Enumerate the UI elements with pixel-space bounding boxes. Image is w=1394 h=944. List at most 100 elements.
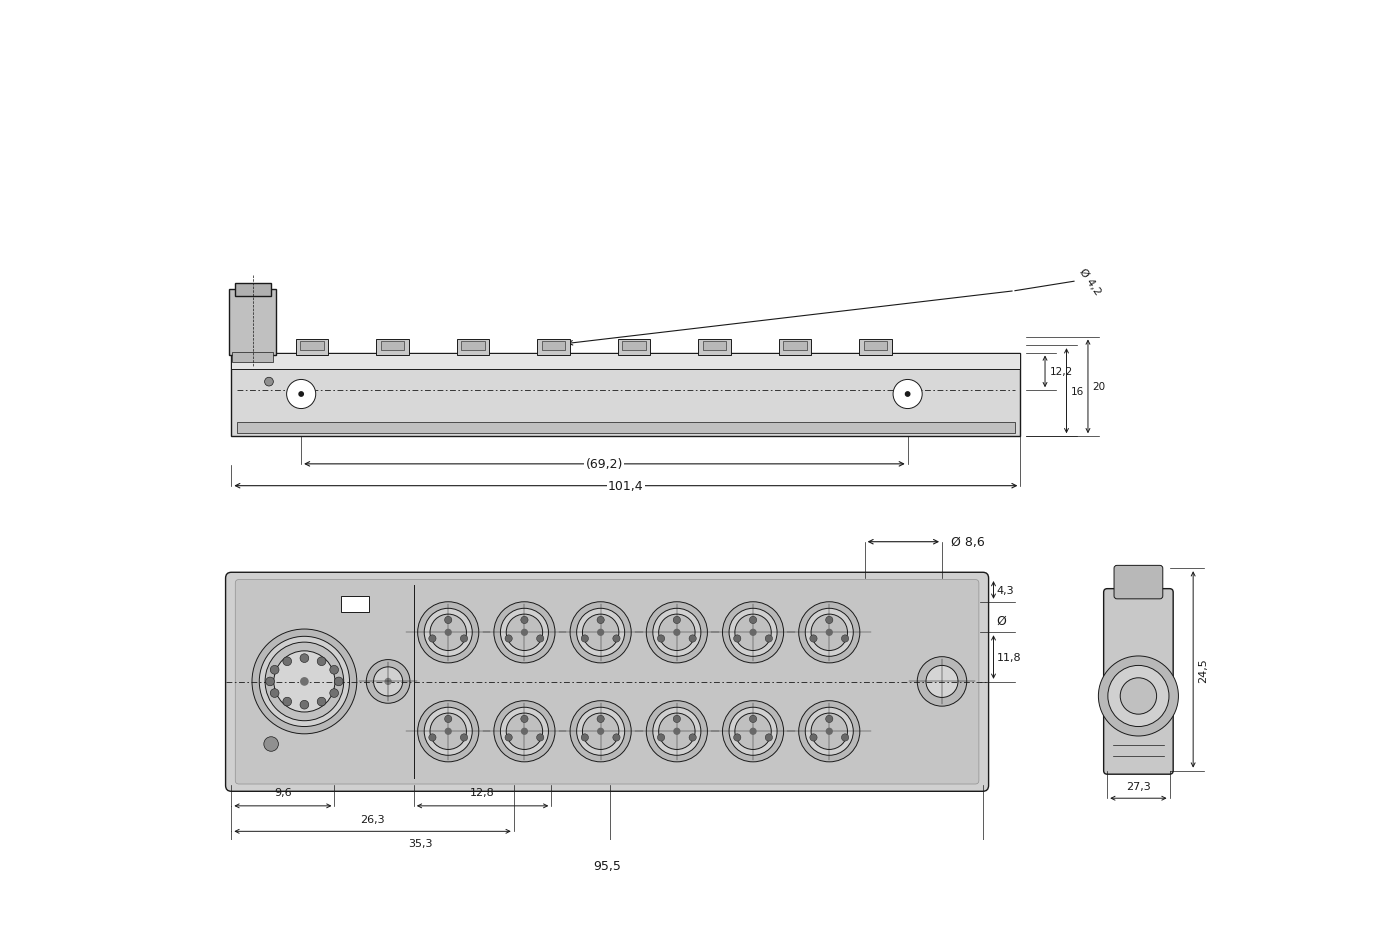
Circle shape	[521, 630, 527, 635]
Circle shape	[825, 716, 832, 723]
Circle shape	[252, 630, 357, 734]
Circle shape	[652, 707, 701, 755]
Bar	[237, 422, 1015, 434]
Text: 35,3: 35,3	[408, 838, 434, 848]
Circle shape	[647, 602, 707, 664]
Circle shape	[263, 737, 279, 751]
Circle shape	[330, 666, 339, 674]
Circle shape	[287, 380, 315, 409]
Circle shape	[583, 615, 619, 650]
Bar	[296, 340, 328, 356]
Circle shape	[506, 615, 542, 650]
Circle shape	[673, 616, 680, 624]
Circle shape	[318, 698, 326, 706]
FancyBboxPatch shape	[1104, 589, 1174, 774]
Circle shape	[750, 630, 756, 635]
Circle shape	[647, 701, 707, 762]
Circle shape	[493, 602, 555, 664]
Text: (69,2): (69,2)	[585, 458, 623, 471]
Circle shape	[265, 643, 344, 721]
Circle shape	[577, 707, 625, 755]
Circle shape	[673, 630, 680, 635]
Circle shape	[722, 701, 783, 762]
Bar	[859, 340, 892, 356]
Circle shape	[598, 630, 604, 635]
Circle shape	[689, 635, 696, 643]
Bar	[231, 353, 1020, 369]
Circle shape	[827, 630, 832, 635]
Circle shape	[799, 701, 860, 762]
FancyBboxPatch shape	[236, 580, 979, 784]
Text: 24,5: 24,5	[1199, 657, 1209, 683]
Circle shape	[429, 635, 436, 643]
Circle shape	[1121, 678, 1157, 715]
Circle shape	[505, 734, 512, 741]
FancyBboxPatch shape	[1114, 565, 1163, 599]
Circle shape	[418, 701, 478, 762]
Circle shape	[811, 714, 848, 750]
Circle shape	[658, 734, 665, 741]
Bar	[618, 340, 650, 356]
Circle shape	[500, 609, 548, 657]
Circle shape	[613, 734, 620, 741]
Circle shape	[673, 729, 680, 734]
Text: 4,3: 4,3	[997, 585, 1015, 596]
Circle shape	[735, 615, 771, 650]
Circle shape	[810, 635, 817, 643]
Circle shape	[318, 657, 326, 666]
Bar	[622, 342, 645, 350]
Circle shape	[581, 734, 588, 741]
Text: 95,5: 95,5	[594, 859, 620, 872]
Circle shape	[894, 380, 923, 409]
Bar	[461, 342, 485, 350]
Circle shape	[827, 729, 832, 734]
Circle shape	[806, 609, 853, 657]
Text: Ø 8,6: Ø 8,6	[951, 535, 984, 548]
Circle shape	[729, 609, 776, 657]
Circle shape	[810, 734, 817, 741]
Circle shape	[521, 716, 528, 723]
Circle shape	[537, 734, 544, 741]
Circle shape	[613, 635, 620, 643]
Circle shape	[429, 714, 467, 750]
FancyBboxPatch shape	[226, 573, 988, 791]
Circle shape	[750, 729, 756, 734]
Circle shape	[673, 716, 680, 723]
Circle shape	[445, 616, 452, 624]
Circle shape	[825, 616, 832, 624]
Circle shape	[733, 734, 740, 741]
Circle shape	[266, 678, 275, 686]
Circle shape	[298, 393, 304, 396]
Bar	[864, 342, 887, 350]
Circle shape	[424, 609, 473, 657]
Circle shape	[506, 714, 542, 750]
Bar	[229, 290, 276, 355]
Circle shape	[301, 678, 308, 685]
Circle shape	[570, 602, 631, 664]
Circle shape	[926, 666, 958, 698]
Circle shape	[521, 616, 528, 624]
Circle shape	[659, 714, 696, 750]
Text: 27,3: 27,3	[1126, 781, 1151, 791]
Bar	[300, 342, 323, 350]
Circle shape	[842, 734, 849, 741]
Circle shape	[1098, 656, 1178, 736]
Circle shape	[367, 660, 410, 703]
Text: 20: 20	[1093, 382, 1105, 392]
Circle shape	[521, 729, 527, 734]
Bar	[698, 340, 730, 356]
Circle shape	[300, 700, 308, 709]
Circle shape	[583, 714, 619, 750]
Circle shape	[917, 657, 966, 706]
Text: Ø: Ø	[997, 614, 1006, 627]
Circle shape	[300, 654, 308, 663]
Circle shape	[259, 636, 350, 727]
Text: 26,3: 26,3	[360, 814, 385, 824]
Bar	[703, 342, 726, 350]
Circle shape	[842, 635, 849, 643]
Circle shape	[729, 707, 776, 755]
Circle shape	[385, 679, 392, 684]
Circle shape	[429, 615, 467, 650]
Circle shape	[806, 707, 853, 755]
Circle shape	[418, 602, 478, 664]
